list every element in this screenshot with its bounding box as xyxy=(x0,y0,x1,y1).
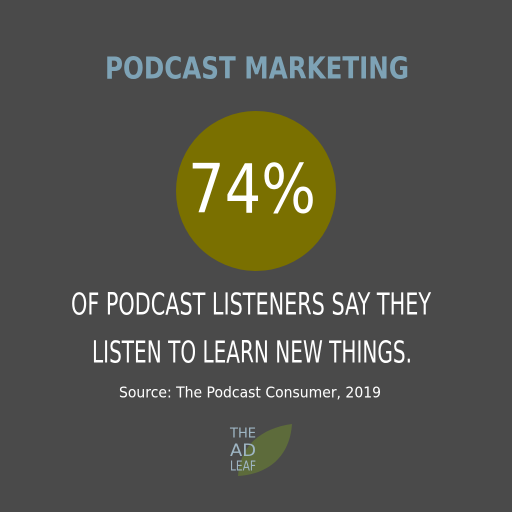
caption-line: OF PODCAST LISTENERS SAY THEY xyxy=(71,288,431,323)
logo: THE AD LEAF xyxy=(229,424,292,476)
caption-line: LISTEN TO LEARN NEW THINGS. xyxy=(92,336,412,371)
stat-circle xyxy=(176,111,336,271)
logo-text: THE xyxy=(229,427,256,442)
source: Source: The Podcast Consumer, 2019 xyxy=(119,384,381,402)
logo-text: AD xyxy=(230,441,256,461)
stat-value: 74% xyxy=(188,151,316,230)
title: PODCAST MARKETING xyxy=(105,52,409,87)
logo-leaf xyxy=(238,424,292,476)
logo-text: LEAF xyxy=(230,460,256,475)
